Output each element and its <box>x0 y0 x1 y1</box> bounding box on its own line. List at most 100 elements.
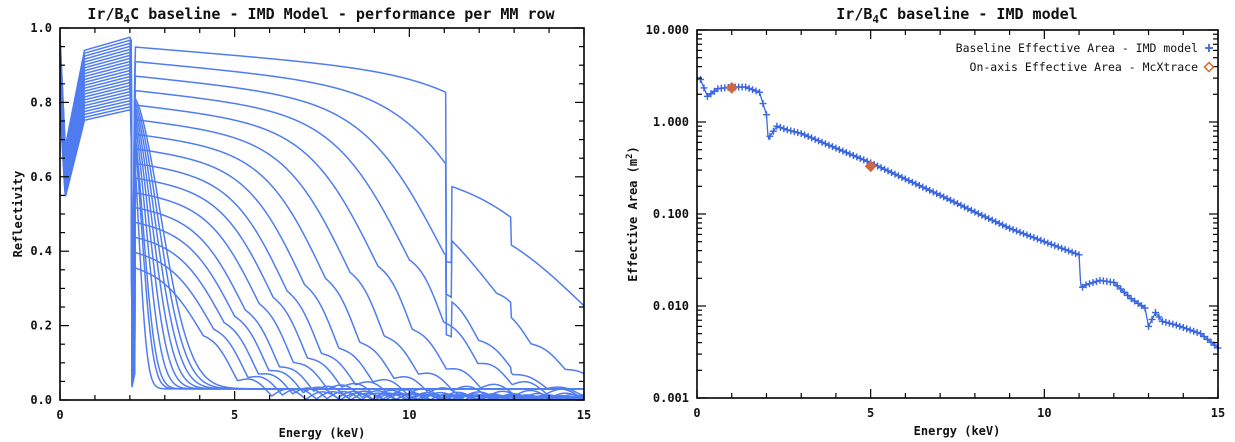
baseline-plus-marker <box>1124 291 1132 299</box>
baseline-plus-marker <box>839 147 847 155</box>
baseline-plus-marker <box>1040 238 1048 246</box>
baseline-plus-marker <box>912 180 920 188</box>
baseline-plus-marker <box>981 213 989 221</box>
baseline-plus-marker <box>762 111 770 119</box>
baseline-plus-marker <box>790 128 798 136</box>
right-axis-ticks <box>696 29 1219 399</box>
baseline-plus-marker <box>822 140 830 148</box>
baseline-plus-marker <box>915 182 923 190</box>
baseline-plus-marker <box>884 167 892 175</box>
baseline-plus-marker <box>801 131 809 139</box>
reflectivity-curve <box>59 56 585 401</box>
left-ytick-label: 0.4 <box>30 244 52 258</box>
left-ytick-label: 1.0 <box>30 21 52 35</box>
baseline-plus-marker <box>1141 304 1149 312</box>
baseline-plus-marker <box>1158 317 1166 325</box>
reflectivity-curve <box>59 41 585 396</box>
right-xtick-label: 15 <box>1211 406 1225 420</box>
baseline-plus-marker <box>1193 328 1201 336</box>
legend-label-mcxtrace: On-axis Effective Area - McXtrace <box>970 60 1199 74</box>
baseline-plus-marker <box>1092 277 1100 285</box>
left-axis-ticks <box>59 27 585 401</box>
baseline-plus-marker <box>783 126 791 134</box>
legend-label-baseline: Baseline Effective Area - IMD model <box>956 41 1198 55</box>
baseline-plus-marker <box>1019 230 1027 238</box>
baseline-plus-marker <box>804 132 812 140</box>
baseline-plus-marker <box>978 211 986 219</box>
baseline-plus-marker <box>891 170 899 178</box>
baseline-plus-marker <box>752 87 760 95</box>
baseline-plus-marker <box>999 221 1007 229</box>
reflectivity-curve <box>59 99 584 390</box>
left-chart: Ir/B4C baseline - IMD Model - performanc… <box>11 5 591 440</box>
baseline-plus-marker <box>922 185 930 193</box>
baseline-plus-marker <box>797 129 805 137</box>
left-reflectivity-curves <box>59 35 585 401</box>
baseline-plus-marker <box>842 149 850 157</box>
baseline-plus-marker <box>1054 243 1062 251</box>
baseline-plus-marker <box>954 200 961 208</box>
right-chart-title: Ir/B4C baseline - IMD model <box>836 5 1077 26</box>
baseline-plus-marker <box>894 172 902 180</box>
right-effective-area-series <box>696 75 1222 352</box>
baseline-plus-marker <box>1082 281 1090 289</box>
baseline-plus-marker <box>835 146 843 154</box>
baseline-plus-marker <box>957 201 965 209</box>
right-legend: Baseline Effective Area - IMD model On-a… <box>956 41 1215 74</box>
baseline-plus-marker <box>940 193 948 201</box>
baseline-plus-marker <box>1072 250 1080 258</box>
baseline-plus-marker <box>933 190 941 198</box>
baseline-plus-marker <box>1117 285 1125 293</box>
baseline-plus-marker <box>985 215 993 223</box>
baseline-plus-marker <box>1110 279 1118 287</box>
baseline-plus-marker <box>815 137 823 145</box>
baseline-plus-marker <box>856 154 864 162</box>
baseline-plus-marker <box>1155 313 1163 321</box>
right-ytick-label: 1.000 <box>653 115 689 129</box>
baseline-plus-marker <box>1047 240 1055 248</box>
baseline-plus-marker <box>794 129 802 137</box>
baseline-plus-marker <box>825 141 833 149</box>
right-ytick-label: 10.000 <box>646 23 689 37</box>
baseline-plus-marker <box>929 188 937 196</box>
right-x-axis-label: Energy (keV) <box>914 424 1001 438</box>
baseline-plus-marker <box>1061 246 1069 254</box>
baseline-plus-marker <box>1145 322 1153 330</box>
baseline-plus-marker <box>908 178 916 186</box>
mcxtrace-diamond-marker <box>864 160 877 173</box>
right-xtick-label: 10 <box>1037 406 1051 420</box>
baseline-plus-marker <box>1075 251 1083 259</box>
baseline-plus-marker <box>811 135 819 143</box>
reflectivity-curve <box>59 35 585 354</box>
left-x-axis-label: Energy (keV) <box>279 426 366 440</box>
baseline-plus-marker <box>947 196 955 204</box>
baseline-plus-marker <box>960 203 968 211</box>
left-xtick-label: 5 <box>231 408 238 422</box>
baseline-plus-marker <box>888 169 896 177</box>
baseline-plus-marker <box>846 150 854 158</box>
baseline-plus-marker <box>849 151 857 159</box>
baseline-plus-marker <box>818 138 826 146</box>
left-ytick-label: 0.6 <box>30 170 52 184</box>
baseline-plus-marker <box>1085 280 1093 288</box>
baseline-plus-marker <box>1176 322 1184 330</box>
legend-plus-marker <box>1205 44 1213 52</box>
reflectivity-curve <box>59 96 584 390</box>
baseline-plus-marker <box>756 88 764 96</box>
baseline-plus-marker <box>905 177 913 185</box>
baseline-plus-marker <box>877 164 885 172</box>
right-xtick-label: 5 <box>867 406 874 420</box>
baseline-plus-marker <box>863 157 871 165</box>
baseline-plus-marker <box>1013 227 1021 235</box>
baseline-plus-marker <box>776 123 784 131</box>
left-ytick-label: 0.2 <box>30 319 52 333</box>
baseline-plus-marker <box>950 198 958 206</box>
baseline-plus-marker <box>1179 324 1187 332</box>
baseline-plus-marker <box>964 205 972 213</box>
right-xtick-label: 0 <box>693 406 700 420</box>
left-y-axis-label: Reflectivity <box>11 171 25 258</box>
baseline-plus-marker <box>943 195 951 203</box>
baseline-plus-marker <box>860 156 868 164</box>
legend-diamond-marker <box>1203 61 1215 73</box>
